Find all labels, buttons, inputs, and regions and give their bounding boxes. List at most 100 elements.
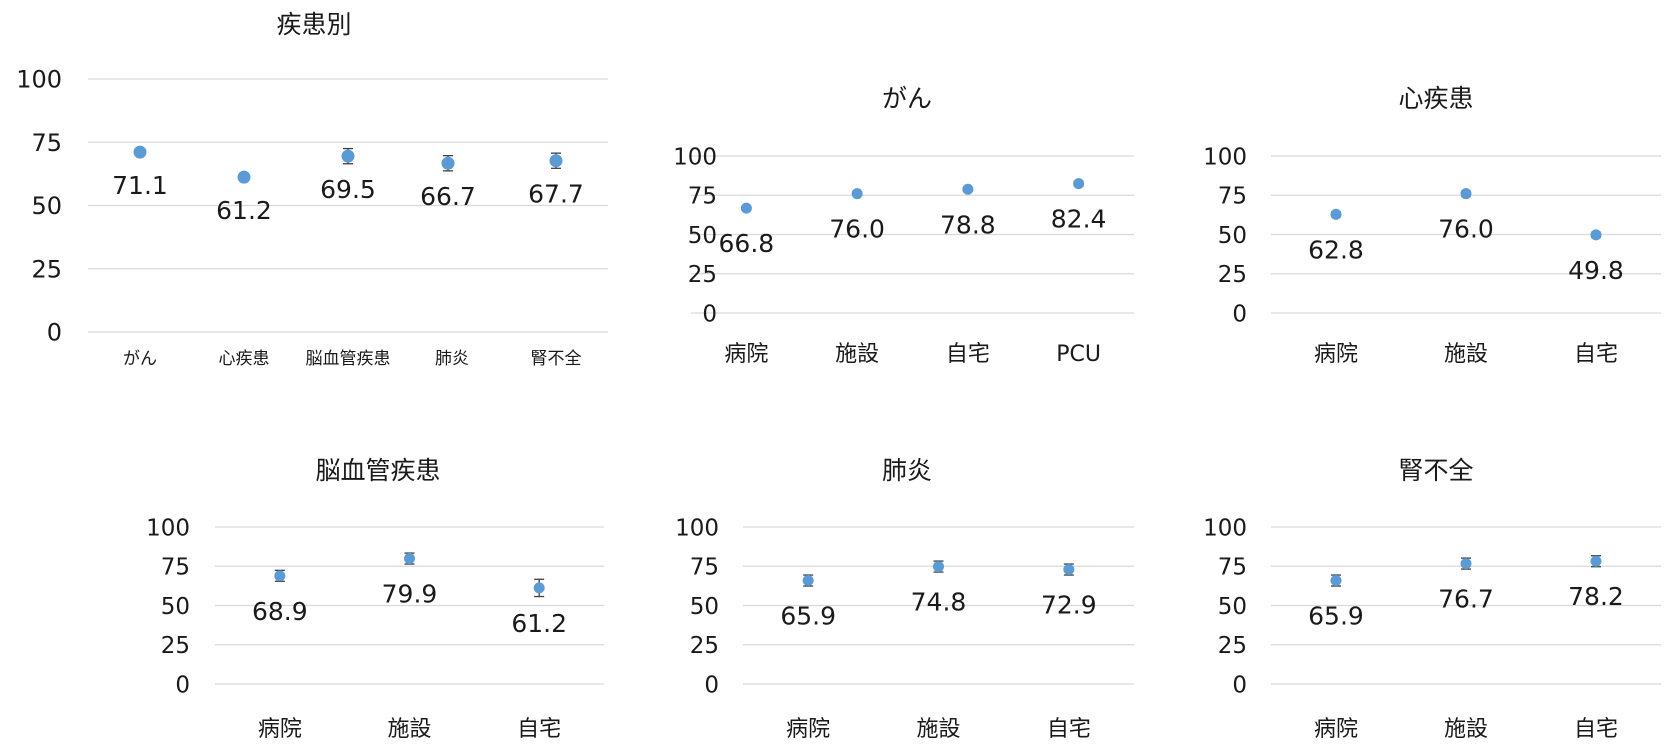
data-label: 82.4 [1051,205,1107,234]
chart-title: 肺炎 [882,456,932,485]
data-label: 61.2 [511,609,567,638]
data-label: 79.9 [382,580,438,609]
y-tick-label: 100 [1203,515,1247,541]
y-tick-label: 50 [31,192,62,220]
x-tick-label: 施設 [916,717,960,742]
data-label: 65.9 [780,602,836,631]
y-tick-label: 75 [31,129,62,157]
data-point [133,145,147,159]
x-tick-label: 施設 [387,717,431,742]
chart-title: 疾患別 [276,10,351,39]
data-label: 62.8 [1308,235,1364,264]
y-tick-label: 50 [688,223,717,249]
x-tick-label: 病院 [258,717,302,742]
y-tick-label: 25 [31,255,62,283]
x-tick-label: 施設 [835,342,879,367]
data-point [533,582,545,594]
data-point [962,183,974,195]
y-tick-label: 25 [1218,262,1247,288]
data-point [1590,229,1602,241]
y-tick-label: 50 [1218,594,1247,620]
y-tick-label: 100 [146,515,190,541]
y-tick-label: 100 [675,515,719,541]
data-point [549,154,563,168]
chart-panel-1: 疾患別 0 25 50 75 100 がん 心疾患 脳血管疾患 肺炎 腎不全 71.1 61.2 69.5… [16,10,608,369]
y-tick-label: 75 [1218,555,1247,581]
chart-panel-6: 腎不全 0 25 50 75 100 病院 施設 自宅 65.9 76.7 78.2 [1203,456,1661,742]
data-label: 67.7 [528,180,584,209]
chart-title: 脳血管疾患 [315,456,440,485]
data-point [404,553,415,565]
x-tick-label: 脳血管疾患 [306,349,391,369]
y-tick-label: 75 [161,555,190,581]
y-tick-label: 25 [688,262,717,288]
chart-title: 腎不全 [1398,456,1473,485]
data-point [802,575,814,587]
data-label: 69.5 [320,175,376,204]
y-tick-label: 0 [1232,672,1247,698]
y-tick-label: 50 [690,594,719,620]
chart-panel-4: 脳血管疾患 0 25 50 75 100 病院 施設 自宅 68.9 79.9 61.2 [146,456,604,742]
data-label: 78.8 [940,210,996,239]
data-label: 66.8 [719,229,775,258]
chart-title: がん [882,84,932,113]
data-label: 71.1 [112,171,168,200]
y-tick-label: 100 [1203,144,1247,170]
y-tick-label: 25 [161,633,190,659]
data-point [851,188,863,200]
x-tick-label: 病院 [786,717,830,742]
data-point [237,170,251,184]
y-tick-label: 100 [673,144,717,170]
data-label: 66.7 [420,182,476,211]
data-label: 74.8 [911,588,967,617]
data-point [341,149,355,163]
x-tick-label: PCU [1056,342,1101,367]
chart-title: 心疾患 [1398,84,1473,113]
y-tick-label: 0 [47,319,62,347]
data-label: 76.0 [1438,215,1494,244]
data-point [1460,558,1472,570]
data-label: 78.2 [1568,582,1624,611]
data-point [1460,188,1472,200]
data-point [933,561,944,573]
x-tick-label: 施設 [1444,342,1488,367]
x-tick-label: 病院 [1314,717,1358,742]
x-tick-label: 自宅 [1574,717,1618,742]
x-tick-label: 自宅 [1574,342,1618,367]
y-tick-label: 100 [16,66,62,94]
x-tick-label: 病院 [724,342,768,367]
data-label: 68.9 [252,597,308,626]
data-point [1330,208,1342,220]
y-tick-label: 0 [1232,301,1247,327]
x-tick-label: 肺炎 [435,349,469,369]
x-tick-label: 自宅 [517,717,561,742]
x-tick-label: 腎不全 [531,349,582,369]
x-tick-label: 自宅 [946,342,990,367]
data-point [1063,564,1075,576]
x-tick-label: 心疾患 [219,349,270,369]
chart-panel-5: 肺炎 0 25 50 75 100 病院 施設 自宅 65.9 74.8 72.9 [675,456,1134,742]
data-label: 65.9 [1308,602,1364,631]
data-point [274,570,286,582]
y-tick-label: 0 [702,301,717,327]
y-tick-label: 0 [175,672,190,698]
data-point [1590,555,1602,567]
x-tick-label: 病院 [1314,342,1358,367]
y-tick-label: 25 [690,633,719,659]
x-tick-label: 自宅 [1047,717,1091,742]
x-tick-label: がん [123,349,157,369]
data-label: 76.0 [829,215,885,244]
chart-panel-2: がん 0 25 50 75 100 病院 施設 自宅 PCU 66.8 76.0 78.8 82.4 [673,84,1134,367]
data-label: 49.8 [1568,256,1624,285]
data-point [441,156,455,170]
data-point [1330,575,1342,587]
x-tick-label: 施設 [1444,717,1488,742]
data-label: 76.7 [1438,585,1494,614]
y-tick-label: 0 [704,672,719,698]
y-tick-label: 25 [1218,633,1247,659]
y-tick-label: 50 [161,594,190,620]
data-point [1073,178,1085,190]
y-tick-label: 75 [690,555,719,581]
